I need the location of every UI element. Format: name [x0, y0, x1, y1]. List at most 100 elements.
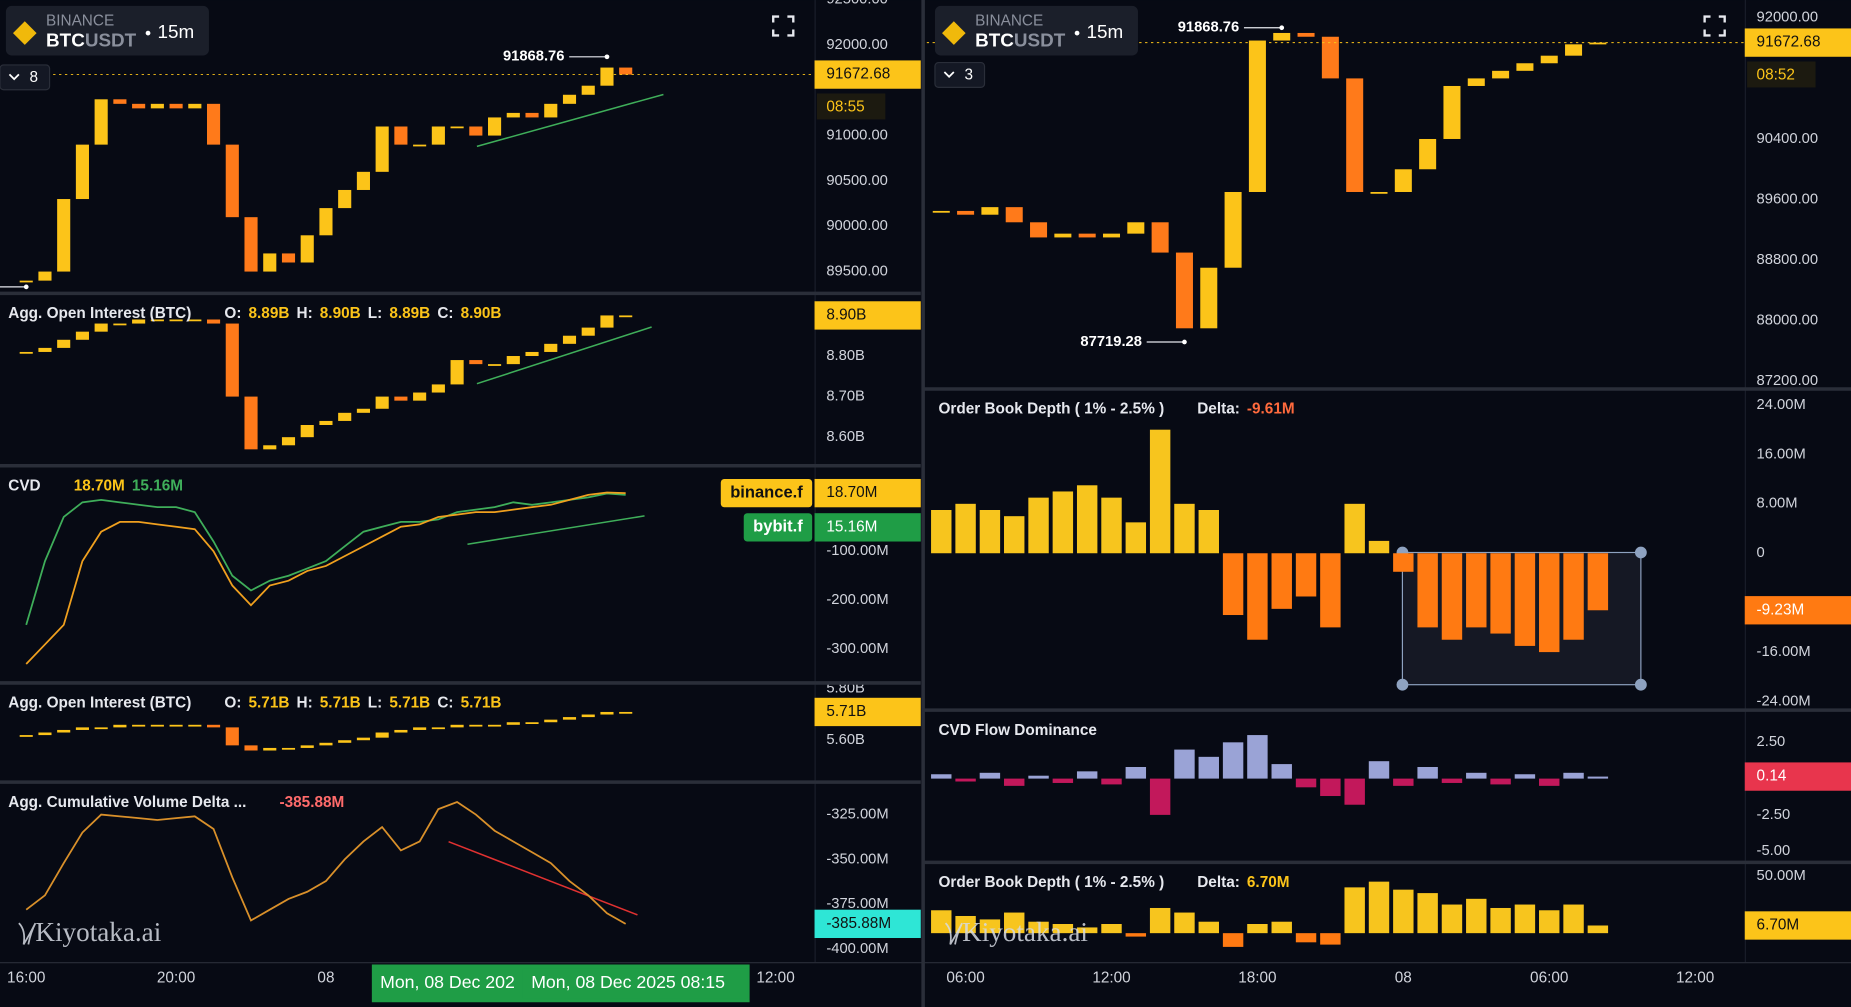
bar [1271, 553, 1292, 609]
bar [1295, 778, 1317, 788]
bar [1076, 771, 1098, 779]
candle [619, 711, 633, 714]
value-tag-label: 6.70M [1757, 917, 1800, 934]
bar [1490, 907, 1511, 934]
value-tag [814, 697, 921, 727]
watermark: Kiyotaka.ai [962, 917, 1088, 947]
bar [1222, 553, 1244, 616]
y-axis: -100.00M -200.00M -300.00M [826, 543, 888, 657]
bar [1004, 778, 1025, 786]
bar [1563, 553, 1584, 640]
candle [506, 112, 520, 118]
value-tag [1744, 762, 1851, 791]
candle [225, 144, 239, 218]
handle[interactable] [1634, 678, 1647, 691]
trend-line[interactable] [476, 326, 652, 385]
fullscreen-button[interactable] [772, 15, 795, 37]
bar [1417, 766, 1438, 779]
high-label: 91868.76 [503, 49, 565, 65]
bar [1028, 497, 1049, 554]
candle [1248, 40, 1266, 192]
candle [1127, 222, 1145, 234]
candle [132, 319, 146, 324]
candle [525, 112, 539, 118]
legend-item: C: [437, 305, 453, 322]
value-tag-label: 15.16M [826, 518, 877, 535]
legend-item: 8.89B [389, 305, 430, 322]
legend-item: 5.71B [249, 695, 290, 712]
y-tick-label: 8.60B [826, 429, 865, 445]
y-tick-label: -5.00 [1757, 843, 1791, 859]
candle [413, 727, 427, 730]
legend-item: 8.89B [249, 305, 290, 322]
interval: 15m [157, 22, 194, 43]
candle [1224, 191, 1242, 268]
handle[interactable] [1396, 678, 1409, 691]
candle [431, 384, 445, 393]
y-tick-label: 88000.00 [1757, 313, 1819, 329]
candle [188, 103, 202, 109]
high-label: 91868.76 [1178, 20, 1240, 36]
candle [619, 315, 633, 318]
legend-item: 5.71B [320, 695, 361, 712]
pane-candlestick [19, 711, 633, 751]
y-tick-label: 0 [1757, 545, 1765, 561]
bar [1198, 921, 1219, 934]
candle [957, 210, 975, 215]
fullscreen-button[interactable] [1703, 15, 1726, 37]
candle [75, 331, 89, 340]
y-tick-label: 90500.00 [826, 173, 888, 189]
bar [955, 778, 976, 782]
candle [1492, 70, 1510, 79]
candle [132, 724, 146, 727]
legend-item: O: [224, 695, 241, 712]
legend-item: -9.61M [1247, 401, 1295, 418]
x-tick-label: 12:00 [756, 970, 794, 987]
candle [1540, 55, 1558, 64]
bar [1125, 933, 1147, 937]
candle [450, 724, 464, 728]
candle [562, 335, 577, 344]
legend-item: O: [224, 305, 241, 322]
legend-item: C: [437, 695, 453, 712]
candle [38, 732, 52, 736]
bar [931, 910, 952, 934]
candle [1175, 252, 1193, 329]
legend-item: L: [368, 305, 382, 322]
symbol-base: BTC [975, 30, 1014, 51]
candle [525, 722, 539, 725]
symbol-box [5, 5, 209, 56]
symbol-quote: USDT [85, 30, 137, 51]
crosshair-date: Mon, 08 Dec 2025 08:15 [531, 972, 725, 992]
candle [75, 727, 89, 730]
legend-item: 5.71B [389, 695, 430, 712]
y-tick-label: 8.00M [1757, 496, 1798, 512]
candle [488, 364, 502, 366]
bar [1368, 540, 1390, 554]
trend-line[interactable] [448, 840, 638, 916]
series-tag-name: binance.f [730, 482, 803, 501]
trend-line[interactable] [467, 515, 645, 545]
x-tick-label: 08 [1395, 970, 1412, 987]
candle [356, 408, 370, 413]
trend-line[interactable] [476, 93, 664, 148]
legend-item: CVD Flow Dominance [938, 722, 1096, 739]
candle [394, 126, 408, 145]
bar [1466, 553, 1487, 628]
value-tag [1744, 28, 1851, 57]
pane-candlestick [926, 32, 1745, 329]
bar [1490, 553, 1511, 634]
candle [263, 445, 277, 450]
candle [338, 412, 352, 421]
bar [1344, 778, 1365, 805]
value-tag-label: 0.14 [1757, 768, 1787, 785]
y-tick-label: 90400.00 [1757, 131, 1819, 147]
chevron [943, 71, 955, 79]
y-tick-label: -300.00M [826, 641, 888, 657]
handle[interactable] [1634, 546, 1647, 559]
bar [1271, 921, 1292, 934]
bar [1466, 898, 1487, 934]
bar [931, 774, 952, 779]
bar [1004, 912, 1025, 934]
